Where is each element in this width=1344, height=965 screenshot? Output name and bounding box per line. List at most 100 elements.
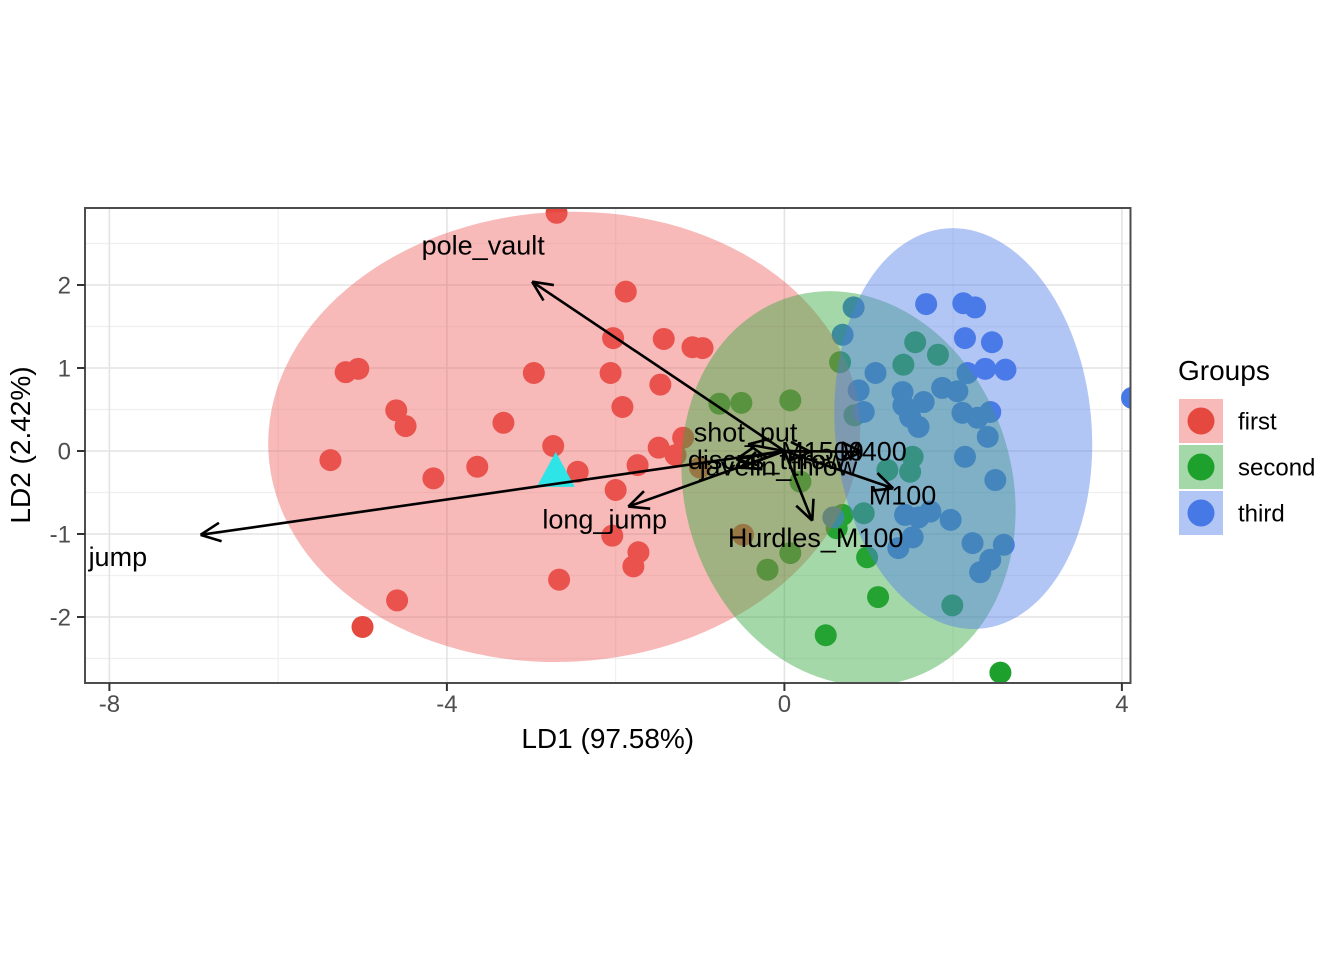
points-group-second — [708, 331, 1012, 683]
data-point — [647, 436, 670, 459]
axes: -8 -4 0 4 -2 -1 0 1 2 — [50, 272, 1129, 718]
loading-label-pole_vault: pole_vault — [422, 231, 546, 261]
data-point — [946, 380, 969, 403]
arrow-head — [841, 441, 863, 454]
arrow-head — [531, 280, 555, 287]
data-point — [956, 361, 979, 384]
loading-label-shot_put: shot_put — [694, 417, 798, 447]
y-tick-label: 1 — [58, 355, 71, 382]
data-point — [548, 568, 571, 591]
loading-label-M100: M100 — [869, 480, 937, 510]
loading-arrow-Hurdles_M100 — [783, 450, 815, 522]
data-point — [732, 523, 755, 546]
data-point — [652, 327, 675, 350]
data-point — [664, 444, 687, 467]
data-point — [779, 389, 802, 412]
confidence-ellipse-first — [268, 211, 861, 663]
arrow-shaft — [747, 443, 785, 453]
data-point — [852, 400, 875, 423]
data-point — [864, 361, 887, 384]
data-point — [814, 624, 837, 647]
data-point — [953, 445, 976, 468]
arrow-head — [199, 521, 220, 536]
data-point — [994, 358, 1017, 381]
data-point — [649, 373, 672, 396]
legend-key-point — [1187, 499, 1215, 527]
data-point — [926, 343, 949, 366]
data-point — [964, 296, 987, 319]
y-tick-label: 0 — [58, 438, 71, 465]
data-point — [856, 546, 879, 569]
arrow-head — [735, 445, 756, 461]
arrow-head — [740, 466, 763, 471]
data-point — [989, 661, 1012, 683]
legend-item-second: second — [1179, 445, 1315, 489]
data-point — [852, 502, 875, 525]
data-point — [901, 526, 924, 549]
data-point — [842, 296, 865, 319]
data-point — [899, 460, 922, 483]
data-point — [422, 467, 445, 490]
legend-title: Groups — [1178, 355, 1270, 386]
arrow-head — [876, 472, 895, 490]
y-tick-label: -1 — [50, 521, 71, 548]
data-point — [351, 615, 374, 638]
data-point — [892, 353, 915, 376]
x-tick-label: -4 — [436, 691, 457, 718]
loading-label-M400: M400 — [839, 436, 907, 466]
x-tick-label: 0 — [778, 691, 791, 718]
data-point — [542, 435, 565, 458]
x-axis-title: LD1 (97.58%) — [521, 723, 694, 754]
data-point — [829, 351, 852, 374]
loading-arrow-javelin_throw — [739, 449, 785, 471]
arrow-shaft — [531, 280, 786, 453]
legend-key-point — [1187, 453, 1215, 481]
loading-arrow-M400 — [784, 441, 863, 463]
data-point — [611, 396, 634, 419]
loading-label-Hurdles_M100: Hurdles_M100 — [728, 523, 904, 553]
data-point — [980, 331, 1003, 354]
data-point — [992, 533, 1015, 556]
loading-arrow-jump — [199, 449, 785, 543]
data-point — [939, 508, 962, 531]
data-point — [894, 503, 917, 526]
data-point — [604, 479, 627, 502]
data-point — [779, 542, 802, 565]
y-axis-title: LD2 (2.42%) — [5, 366, 36, 523]
arrow-shaft — [784, 449, 863, 454]
data-point — [522, 361, 545, 384]
loading-label-M1500: M1500 — [781, 436, 864, 466]
arrow-shaft — [783, 449, 894, 490]
legend-item-first: first — [1179, 399, 1277, 443]
data-point — [915, 293, 938, 316]
panel-content — [268, 208, 1131, 683]
data-point — [614, 280, 637, 303]
data-point — [347, 357, 370, 380]
data-point — [601, 524, 624, 547]
panel-border — [84, 207, 1132, 684]
data-point — [599, 361, 622, 384]
arrow-shaft — [736, 449, 785, 461]
legend-entry-label: first — [1238, 408, 1277, 435]
legend-entry-label: third — [1238, 500, 1285, 527]
loading-label-javelin_throw: javelin_throw — [699, 451, 858, 481]
loading-label-long_jump: long_jump — [542, 505, 667, 535]
data-point — [566, 460, 589, 483]
data-point — [622, 555, 645, 578]
data-point — [976, 425, 999, 448]
data-point — [847, 379, 870, 402]
legend-key-point — [1187, 407, 1215, 435]
data-point — [974, 357, 997, 380]
arrow-head — [531, 281, 545, 302]
data-point — [545, 208, 568, 224]
loading-arrow-pole_vault — [531, 280, 786, 453]
data-point — [912, 391, 935, 414]
arrow-head — [200, 533, 222, 543]
loading-label-jump: jump — [88, 542, 148, 572]
points-group-third — [822, 292, 1131, 584]
data-point — [969, 561, 992, 584]
data-point — [822, 506, 845, 529]
data-point — [907, 415, 930, 438]
